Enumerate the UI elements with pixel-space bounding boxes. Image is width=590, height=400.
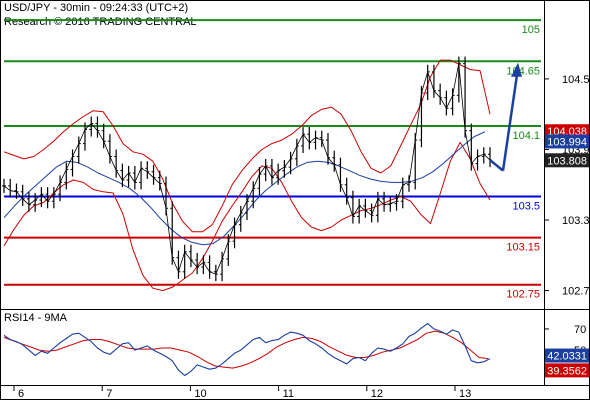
rsi-panel-label: RSI14 - 9MA: [4, 312, 68, 324]
price-bar: [188, 244, 193, 268]
price-bar: [407, 175, 411, 192]
price-bar: [207, 255, 212, 279]
price-badge-2-text: 103.808: [547, 155, 587, 167]
price-bar: [151, 164, 156, 185]
level-label-0: 105: [522, 24, 540, 36]
price-bar: [132, 165, 137, 190]
price-bar: [182, 244, 187, 279]
price-bar: [257, 167, 262, 196]
price-bar: [145, 161, 150, 179]
price-bar: [369, 203, 374, 223]
rsi-badge-1: 39.3562: [545, 363, 589, 378]
moving-average-line: [3, 131, 486, 246]
projection-leg-up: [501, 74, 519, 171]
price-bar: [95, 116, 100, 138]
level-label-4: 103.15: [506, 242, 540, 254]
rsi-series: [3, 323, 491, 377]
projection-arrow: [489, 62, 522, 172]
price-bar: [139, 161, 144, 190]
price-bar: [220, 251, 225, 282]
price-tick-label: 103.3: [562, 215, 590, 227]
price-badge-2: 103.808: [545, 153, 589, 168]
rsi-badge-1-text: 39.3562: [547, 365, 587, 377]
moving-average: [3, 131, 486, 246]
rsi-badges: 42.0331 39.3562: [545, 348, 589, 378]
chart-title: USD/JPY - 30min - 09:24:33 (UTC+2): [4, 2, 189, 14]
price-bar: [488, 147, 492, 168]
price-bar: [269, 158, 274, 185]
price-tick-label: 102.7: [562, 286, 590, 298]
price-bar: [444, 90, 449, 116]
level-label-1: 104.65: [506, 65, 540, 77]
time-tick-label: 12: [371, 388, 383, 400]
price-badge-1-text: 103.994: [547, 136, 587, 148]
bollinger-upper-line: [3, 59, 491, 233]
price-bar: [8, 178, 13, 198]
price-bar: [425, 64, 430, 101]
price-series: [2, 56, 492, 282]
time-tick-label: 11: [283, 388, 294, 400]
rsi-tick-label: 70: [574, 324, 586, 336]
rsi-line: [3, 323, 491, 377]
chart-copyright: Research © 2016 TRADING CENTRAL: [4, 16, 197, 28]
projection-leg-down: [489, 159, 504, 172]
price-bar: [226, 234, 231, 266]
price-bar: [20, 184, 25, 206]
projection-arrowhead: [511, 62, 522, 77]
price-bar: [114, 149, 119, 178]
price-bar: [475, 149, 480, 171]
time-axis-ticks: 6 7 10 11 12 13: [13, 385, 471, 400]
price-bar: [382, 191, 387, 212]
price-bar: [338, 157, 343, 192]
price-bar: [326, 133, 330, 165]
time-tick-label: 7: [106, 388, 112, 400]
price-close-line: [3, 63, 491, 275]
price-bar: [307, 127, 312, 150]
rsi-ma-line: [3, 330, 489, 369]
price-bar: [126, 165, 131, 188]
price-bar: [438, 83, 443, 105]
level-label-3: 103.5: [512, 201, 540, 213]
price-bar: [450, 88, 455, 116]
time-tick-label: 6: [18, 388, 24, 400]
price-bar: [363, 198, 368, 218]
price-bar: [301, 127, 306, 153]
level-label-5: 102.75: [506, 289, 540, 301]
price-badge-1: 103.994: [545, 134, 589, 149]
price-bar: [51, 187, 56, 209]
time-tick-label: 10: [194, 388, 206, 400]
bollinger-lower-line: [3, 141, 491, 292]
price-tick-label: 104.5: [562, 74, 590, 86]
price-bar: [176, 250, 181, 279]
time-tick-label: 13: [459, 388, 471, 400]
rsi-badge-0-text: 42.0331: [547, 351, 587, 363]
price-bar: [263, 158, 268, 182]
price-bar: [313, 130, 318, 150]
bollinger-bands: [3, 59, 491, 292]
rsi-badge-0: 42.0331: [545, 348, 589, 363]
level-label-2: 104.1: [512, 130, 540, 142]
